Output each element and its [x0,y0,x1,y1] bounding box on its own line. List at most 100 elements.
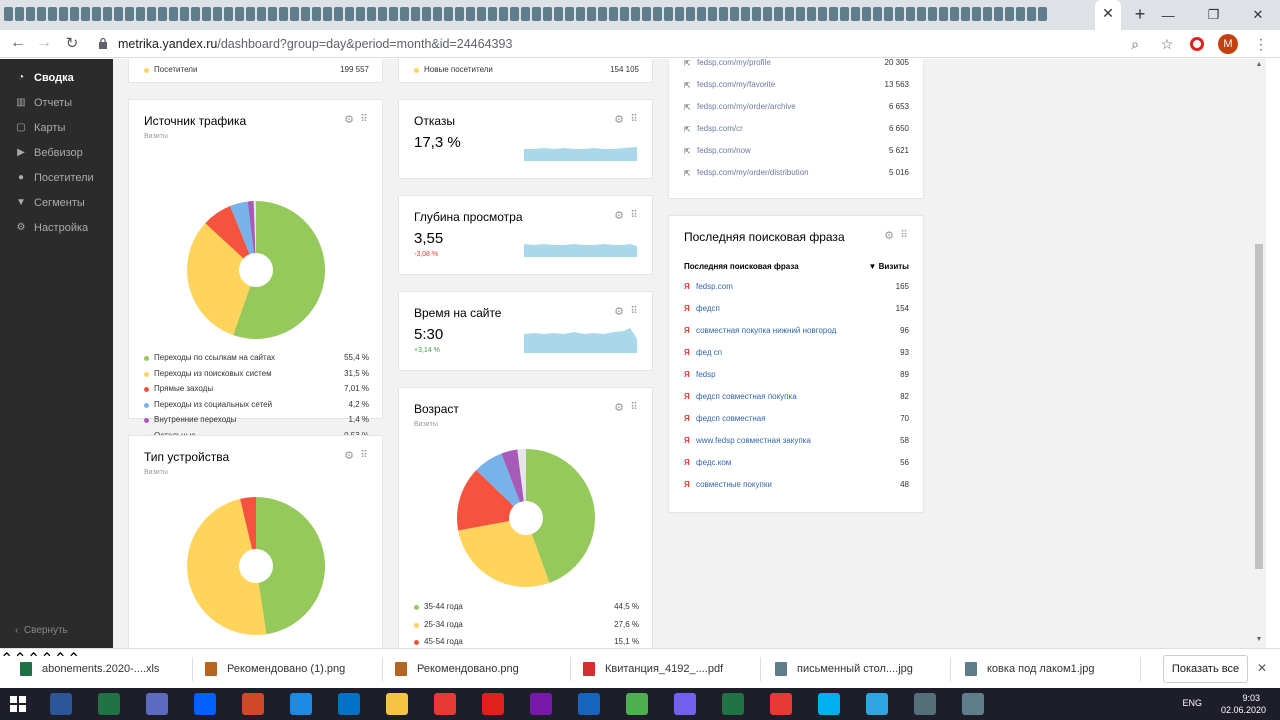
tab-favicon-icon[interactable] [774,7,783,21]
page-url-link[interactable]: fedsp.com/my/order/distribution [697,168,809,177]
tab-favicon-icon[interactable] [1005,7,1014,21]
tab-favicon-icon[interactable] [147,7,156,21]
tab-favicon-icon[interactable] [961,7,970,21]
tab-favicon-icon[interactable] [763,7,772,21]
page-url-link[interactable]: fedsp.com/my/order/archive [697,102,796,111]
tab-favicon-icon[interactable] [708,7,717,21]
active-tab[interactable] [1095,0,1121,30]
page-url-link[interactable]: fedsp.com/my/favorite [697,80,776,89]
pie-slice[interactable] [458,518,550,587]
pie-slice[interactable] [187,498,267,635]
tab-favicon-icon[interactable] [675,7,684,21]
pie-slice[interactable] [476,453,526,518]
tab-favicon-icon[interactable] [840,7,849,21]
tab-favicon-icon[interactable] [609,7,618,21]
search-phrase-link[interactable]: fedsp [696,370,716,379]
sidebar-item-visitors[interactable]: ● Посетители [0,167,113,189]
pie-slice[interactable] [247,201,256,270]
tab-favicon-icon[interactable] [807,7,816,21]
show-all-downloads-button[interactable]: Показать все [1163,655,1248,683]
pie-slice[interactable] [526,449,595,583]
download-item[interactable]: Рекомендовано.png [395,649,519,689]
bookmark-star-icon[interactable]: ☆ [1160,36,1174,52]
gear-icon[interactable]: ⚙ [344,114,354,126]
tab-favicon-icon[interactable] [752,7,761,21]
windows-start-icon[interactable] [10,696,26,712]
tab-favicon-icon[interactable] [345,7,354,21]
tab-favicon-icon[interactable] [400,7,409,21]
address-bar[interactable]: metrika.yandex.ru/dashboard?group=day&pe… [118,37,512,51]
drag-handle-icon[interactable]: ⠿ [360,114,368,125]
chevron-up-icon[interactable]: ⌃ [53,651,68,668]
tab-favicon-icon[interactable] [917,7,926,21]
tab-favicon-icon[interactable] [829,7,838,21]
tab-favicon-icon[interactable] [818,7,827,21]
pie-slice[interactable] [253,201,256,270]
pie-slice[interactable] [457,470,526,531]
opera-icon[interactable] [482,693,504,715]
tab-favicon-icon[interactable] [972,7,981,21]
tab-favicon-icon[interactable] [367,7,376,21]
tab-favicon-icon[interactable] [81,7,90,21]
chrome-icon[interactable] [626,693,648,715]
search-phrase-link[interactable]: fedsp.com [696,282,733,291]
calculator-icon[interactable] [962,693,984,715]
sidebar-item-summary[interactable]: ◔ Сводка [0,67,113,89]
column-header-phrase[interactable]: Последняя поисковая фраза [684,262,799,271]
tab-favicon-icon[interactable] [455,7,464,21]
chevron-up-icon[interactable]: ⌃ [40,651,54,668]
tab-favicon-icon[interactable] [499,7,508,21]
download-item[interactable]: abonements.2020-....xls [20,649,159,689]
tab-favicon-icon[interactable] [950,7,959,21]
search-phrase-link[interactable]: федсп совместная [696,414,766,423]
outlook-icon[interactable] [338,693,360,715]
tab-favicon-icon[interactable] [1027,7,1036,21]
tab-favicon-icon[interactable] [466,7,475,21]
tab-favicon-icon[interactable] [246,7,255,21]
tab-favicon-icon[interactable] [554,7,563,21]
tab-favicon-icon[interactable] [301,7,310,21]
page-url-link[interactable]: fedsp.com/now [697,146,751,155]
excel-icon[interactable] [98,693,120,715]
tab-favicon-icon[interactable] [356,7,365,21]
minimize-icon[interactable]: — [1161,7,1175,23]
pie-slice[interactable] [501,449,526,518]
tab-favicon-icon[interactable] [620,7,629,21]
tab-favicon-icon[interactable] [587,7,596,21]
column-header-visits[interactable]: ▼ Визиты [868,262,909,271]
page-scrollbar[interactable]: ▲ ▼ [1252,59,1266,648]
tab-favicon-icon[interactable] [983,7,992,21]
search-phrase-link[interactable]: федсп [696,304,720,313]
chevron-up-icon[interactable]: ⌃ [67,651,81,668]
tab-favicon-icon[interactable] [169,7,178,21]
search-phrase-link[interactable]: федс.ком [696,458,732,467]
tab-favicon-icon[interactable] [4,7,13,21]
search-phrase-link[interactable]: совместная покупка нижний новгород [696,326,837,335]
yandex-browser-icon[interactable] [434,693,456,715]
drag-handle-icon[interactable]: ⠿ [630,210,638,221]
scroll-up-icon[interactable]: ▲ [1255,61,1263,68]
gear-icon[interactable]: ⚙ [614,306,624,318]
excel-icon[interactable] [722,693,744,715]
gear-icon[interactable]: ⚙ [614,210,624,222]
tab-favicon-icon[interactable] [906,7,915,21]
scroll-down-icon[interactable]: ▼ [1255,636,1263,643]
onenote-icon[interactable] [530,693,552,715]
drag-handle-icon[interactable]: ⠿ [630,114,638,125]
tab-favicon-icon[interactable] [191,7,200,21]
tab-favicon-icon[interactable] [686,7,695,21]
pie-slice[interactable] [517,449,526,518]
tab-favicon-icon[interactable] [257,7,266,21]
tab-favicon-icon[interactable] [15,7,24,21]
tab-favicon-icon[interactable] [598,7,607,21]
tab-favicon-icon[interactable] [268,7,277,21]
tab-favicon-icon[interactable] [741,7,750,21]
download-item[interactable]: Квитанция_4192_....pdf [583,649,723,689]
tab-favicon-icon[interactable] [532,7,541,21]
app-icon[interactable] [578,693,600,715]
tab-favicon-icon[interactable] [125,7,134,21]
tab-favicon-icon[interactable] [70,7,79,21]
opera-icon[interactable] [1190,37,1204,51]
tab-favicon-icon[interactable] [477,7,486,21]
tab-favicon-icon[interactable] [576,7,585,21]
